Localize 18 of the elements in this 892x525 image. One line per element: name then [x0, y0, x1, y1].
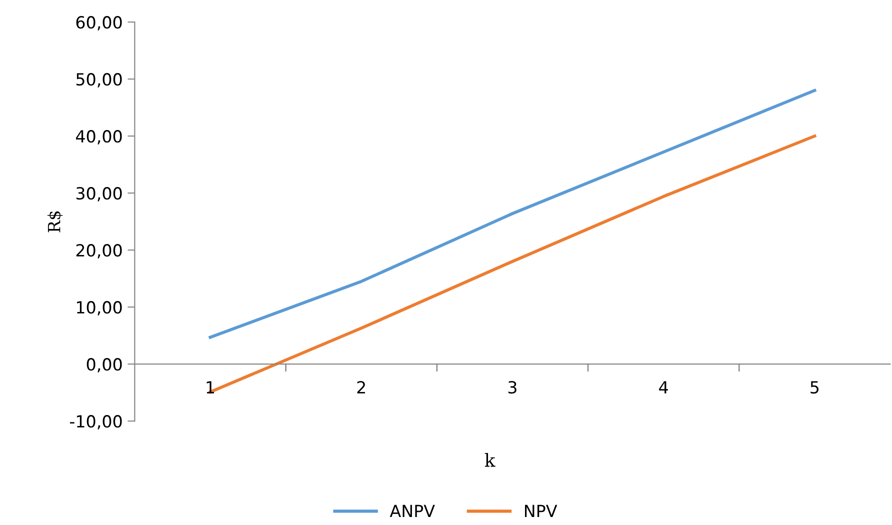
y-tick-label: 10,00 [77, 301, 122, 316]
y-tick-label: 0,00 [86, 358, 122, 372]
y-tick-label: -10,00 [70, 415, 122, 430]
line-series [208, 134, 816, 394]
line-series [208, 88, 816, 339]
legend-label: NPV [525, 504, 558, 518]
x-axis-title: k [484, 452, 496, 467]
y-tick-label: 30,00 [76, 187, 122, 202]
x-tick-label: 2 [357, 381, 365, 394]
x-tick-label: 4 [659, 381, 668, 394]
y-tick-label: 20,00 [76, 244, 122, 258]
x-tick-label: 3 [508, 381, 516, 394]
legend-label: ANPV [390, 504, 435, 518]
y-tick-label: 60,00 [76, 16, 122, 30]
y-axis-title: R$ [47, 211, 63, 232]
y-tick-label: 50,00 [76, 73, 122, 88]
x-tick-label: 5 [810, 381, 819, 394]
y-tick-label: 40,00 [76, 130, 122, 144]
